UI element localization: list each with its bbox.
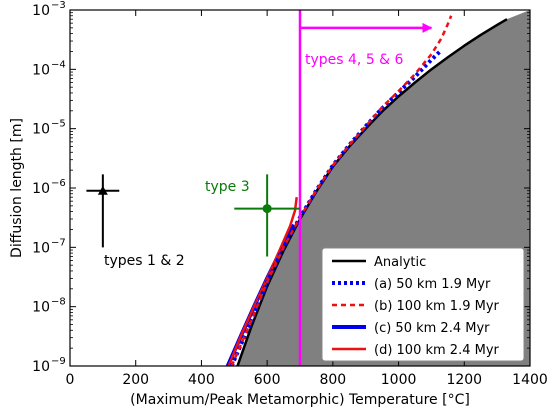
y-tick-label: 10 (32, 62, 50, 78)
x-tick-label: 1200 (446, 372, 482, 388)
y-tick-label: 10 (32, 359, 50, 375)
series-b-line (230, 15, 453, 366)
legend-label-analytic: Analytic (374, 255, 426, 270)
y-tick-label: 10 (32, 240, 50, 256)
series-a-line (229, 48, 443, 366)
y-tick-exponent: −8 (51, 297, 66, 308)
y-tick-label: 10 (32, 3, 50, 19)
y-tick-exponent: −7 (51, 237, 66, 248)
y-tick-exponent: −6 (51, 178, 66, 189)
y-tick-label: 10 (32, 300, 50, 316)
type-3-marker (262, 204, 272, 214)
y-tick-exponent: −4 (51, 59, 66, 70)
x-tick-label: 800 (319, 372, 346, 388)
annotation-types-4-5-6: types 4, 5 & 6 (305, 52, 404, 68)
x-tick-label: 1400 (512, 372, 548, 388)
y-tick-label: 10 (32, 122, 50, 138)
y-axis-label: Diffusion length [m] (9, 118, 25, 258)
x-tick-label: 1000 (381, 372, 417, 388)
y-tick-label: 10 (32, 181, 50, 197)
annotation-types-1-2: types 1 & 2 (104, 253, 185, 269)
legend-label-d: (d) 100 km 2.4 Myr (374, 343, 500, 358)
x-tick-label: 200 (122, 372, 149, 388)
legend-label-c: (c) 50 km 2.4 Myr (374, 321, 490, 336)
x-tick-label: 600 (254, 372, 281, 388)
types-1-2-marker (97, 185, 108, 195)
legend-label-b: (b) 100 km 1.9 Myr (374, 299, 500, 314)
x-tick-label: 0 (66, 372, 75, 388)
y-tick-exponent: −9 (51, 356, 66, 367)
x-tick-label: 400 (188, 372, 215, 388)
legend: Analytic (a) 50 km 1.9 Myr (b) 100 km 1.… (321, 247, 525, 362)
legend-box (321, 247, 525, 362)
annotation-type-3: type 3 (205, 179, 250, 195)
annotations-layer (86, 10, 433, 366)
x-axis-label: (Maximum/Peak Metamorphic) Temperature [… (130, 392, 470, 408)
y-tick-exponent: −5 (51, 119, 66, 130)
y-tick-exponent: −3 (51, 0, 66, 11)
legend-label-a: (a) 50 km 1.9 Myr (374, 277, 491, 292)
